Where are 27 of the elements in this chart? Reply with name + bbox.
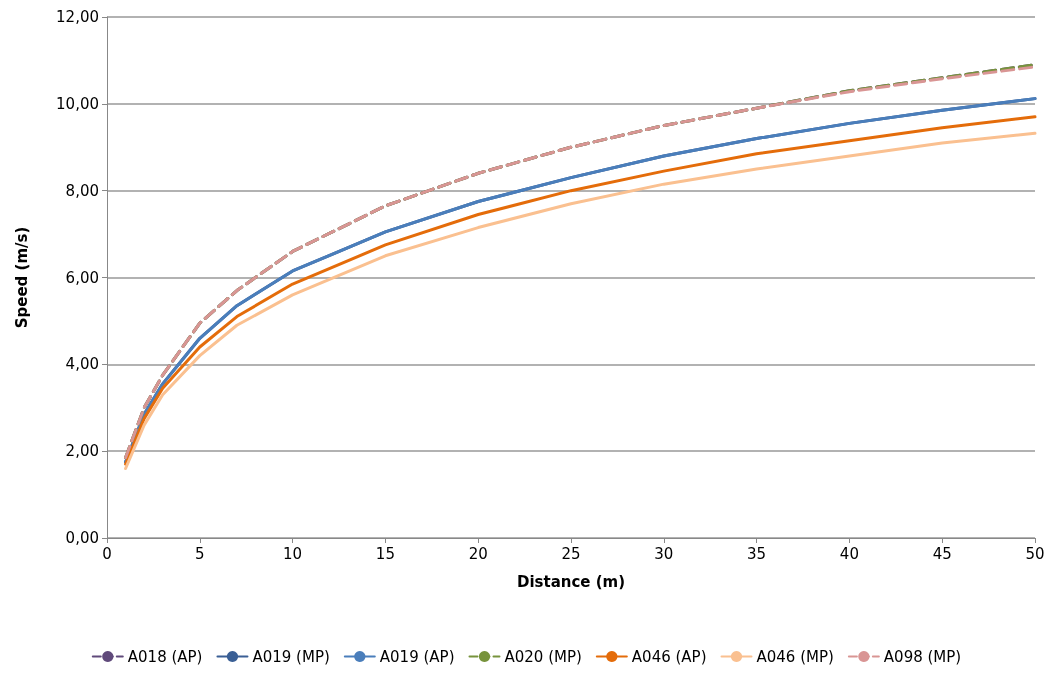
- x-axis-title: Distance (m): [516, 572, 626, 591]
- legend-label: A018 (AP): [127, 647, 203, 666]
- x-tick-label: 50: [1025, 544, 1045, 563]
- y-tick-label: 8,00: [65, 181, 99, 200]
- y-tick-label: 0,00: [65, 529, 99, 547]
- x-tick-label: 40: [839, 544, 859, 563]
- legend-label: A019 (AP): [379, 647, 455, 666]
- y-tick-label: 6,00: [65, 268, 99, 287]
- x-tick-label: 15: [375, 544, 395, 563]
- legend-label: A046 (MP): [756, 647, 834, 666]
- y-axis-title: Speed (m/s): [12, 226, 31, 329]
- y-tick-label: 2,00: [65, 442, 99, 461]
- x-tick-label: 10: [283, 544, 303, 563]
- y-tick-label: 10,00: [56, 94, 99, 113]
- x-tick-label: 45: [932, 544, 952, 563]
- x-tick-label: 35: [747, 544, 767, 563]
- y-tick-label: 12,00: [56, 8, 99, 26]
- y-tick-label: 4,00: [65, 355, 99, 374]
- x-tick-label: 25: [561, 544, 581, 563]
- legend-label: A019 (MP): [252, 647, 330, 666]
- legend-label: A020 (MP): [504, 647, 582, 666]
- x-tick-label: 0: [102, 544, 112, 563]
- legend-label: A046 (AP): [631, 647, 707, 666]
- x-tick-label: 20: [468, 544, 488, 563]
- x-tick-label: 30: [654, 544, 674, 563]
- legend-label: A098 (MP): [883, 647, 962, 666]
- x-tick-label: 5: [195, 544, 205, 563]
